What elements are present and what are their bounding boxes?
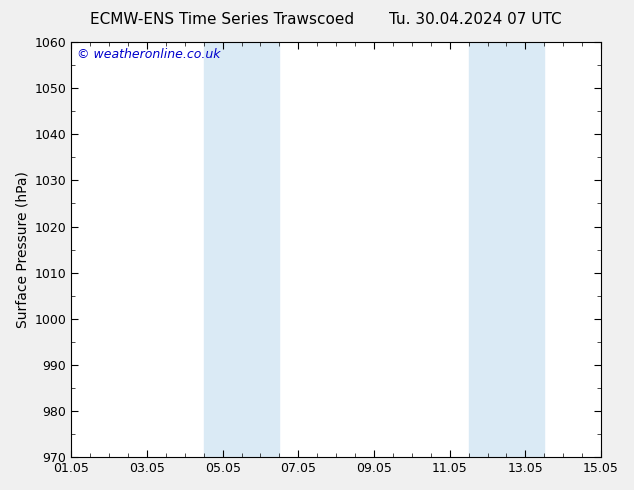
Bar	[469, 42, 545, 457]
Y-axis label: Surface Pressure (hPa): Surface Pressure (hPa)	[15, 171, 29, 328]
Text: ECMW-ENS Time Series Trawscoed: ECMW-ENS Time Series Trawscoed	[90, 12, 354, 27]
Text: Tu. 30.04.2024 07 UTC: Tu. 30.04.2024 07 UTC	[389, 12, 562, 27]
Text: © weatheronline.co.uk: © weatheronline.co.uk	[77, 49, 220, 61]
Bar	[204, 42, 280, 457]
